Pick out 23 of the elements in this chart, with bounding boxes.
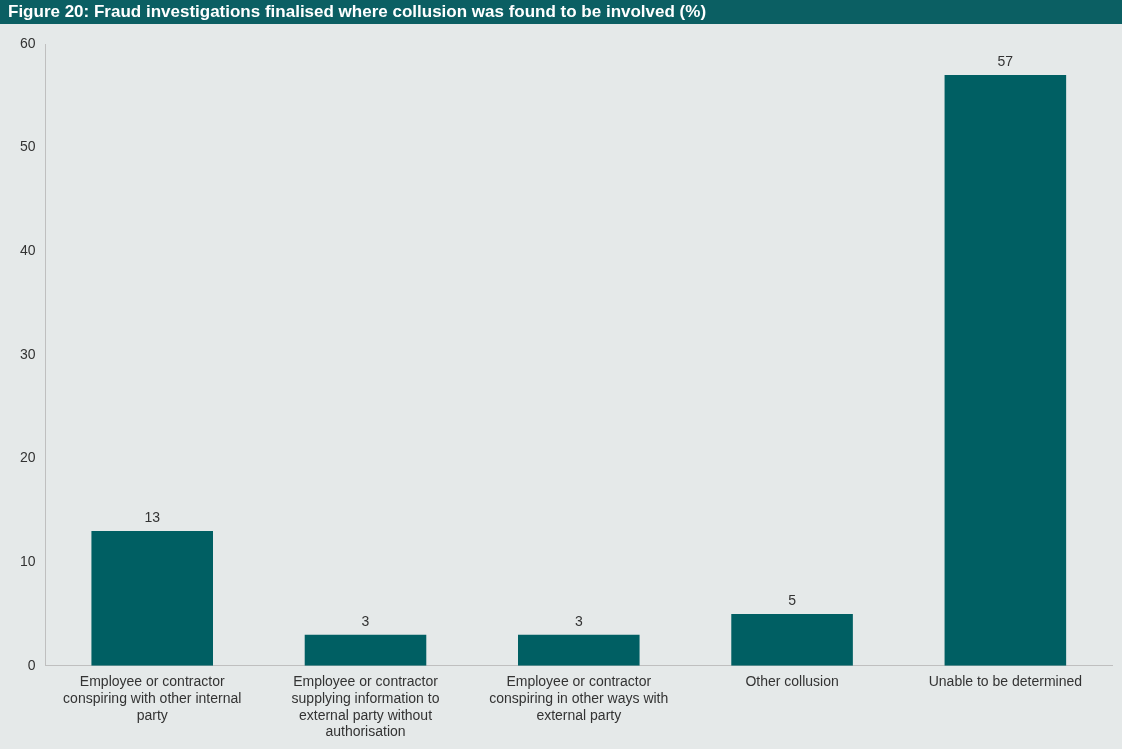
x-tick-label: Other collusion bbox=[745, 673, 839, 690]
y-tick-label: 10 bbox=[19, 553, 36, 570]
x-tick-label: Unable to be determined bbox=[928, 673, 1083, 690]
y-tick-label: 40 bbox=[19, 242, 36, 259]
y-tick-label: 50 bbox=[19, 138, 36, 155]
x-tick-label: Employee or contractor supplying information to external party without authorisation bbox=[291, 673, 440, 740]
y-tick-label: 30 bbox=[19, 345, 36, 362]
x-tick-label: Employee or contractor conspiring in other ways with external party bbox=[489, 673, 669, 723]
bar bbox=[91, 531, 213, 666]
bar bbox=[304, 634, 427, 666]
bar bbox=[731, 613, 853, 666]
chart-title: Figure 20: Fraud investigations finalised where collusion was found to be involved (%) bbox=[0, 0, 1122, 24]
x-tick-label: Employee or contractor conspiring with other internal party bbox=[63, 673, 242, 723]
data-label: 5 bbox=[788, 591, 797, 608]
y-tick-label: 60 bbox=[19, 34, 36, 51]
data-label: 57 bbox=[997, 52, 1014, 69]
bar bbox=[518, 634, 640, 666]
data-label: 3 bbox=[361, 612, 370, 629]
bar bbox=[944, 75, 1067, 666]
y-tick-label: 0 bbox=[27, 656, 36, 673]
data-label: 13 bbox=[144, 508, 161, 525]
y-tick-label: 20 bbox=[19, 449, 36, 466]
data-label: 3 bbox=[574, 612, 583, 629]
